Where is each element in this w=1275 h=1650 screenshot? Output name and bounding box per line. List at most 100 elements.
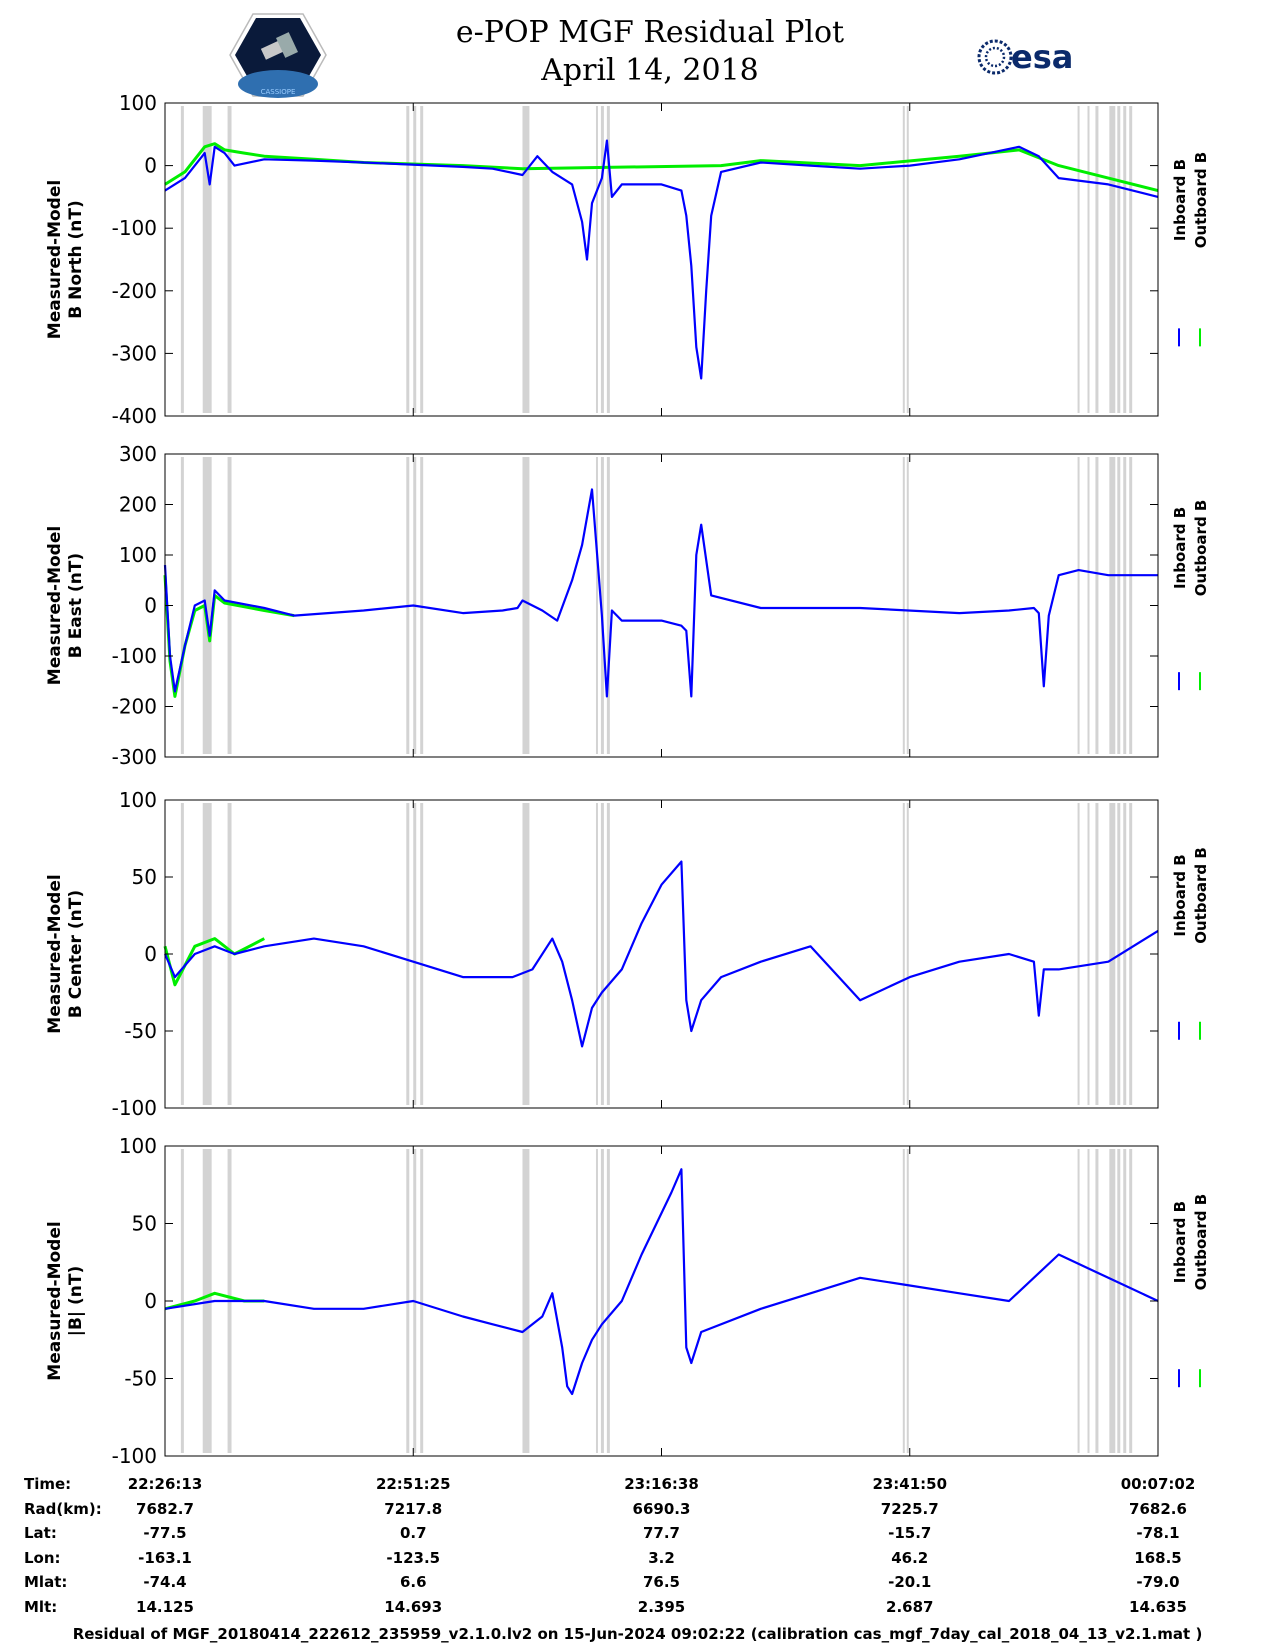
y-tick-label: -200 xyxy=(112,695,157,719)
y-tick-label: 300 xyxy=(119,442,157,466)
footer-cell: -163.1 xyxy=(138,1548,192,1567)
gap-band xyxy=(600,106,604,413)
gap-band xyxy=(1109,803,1116,1105)
y-tick-label: -50 xyxy=(124,1367,157,1391)
gap-band xyxy=(1077,106,1080,413)
gap-band xyxy=(413,803,417,1105)
footer-cell: 6690.3 xyxy=(632,1499,691,1518)
gap-band xyxy=(1087,457,1090,754)
footer-cell: 7225.7 xyxy=(880,1499,939,1518)
gap-band xyxy=(420,457,424,754)
y-axis-label-line: Measured-Model xyxy=(45,874,65,1033)
title-line-1: e-POP MGF Residual Plot xyxy=(455,15,845,50)
footer-cell: 46.2 xyxy=(891,1548,929,1567)
panel-4: 100 50 0 -50 -100 Measured-Model|B| (nT) Inboa… xyxy=(45,1134,1210,1468)
gap-band xyxy=(906,803,909,1105)
footer-cell: 7217.8 xyxy=(384,1499,443,1518)
gap-band xyxy=(1095,457,1099,754)
y-tick-label: -400 xyxy=(112,404,157,428)
footer-cell: -78.1 xyxy=(1136,1524,1180,1542)
footer-cell: 76.5 xyxy=(642,1573,680,1591)
footer-note: Residual of MGF_20180414_222612_235959_v… xyxy=(72,1625,1203,1643)
footer-row-label: Lat: xyxy=(24,1524,57,1542)
footer-cell: 14.635 xyxy=(1129,1597,1187,1616)
footer-cell: -79.0 xyxy=(1136,1573,1180,1591)
series-line-outboard xyxy=(164,142,1159,193)
x-tick-label: 00:07:02 xyxy=(1120,1475,1196,1493)
series-line-inboard xyxy=(164,1168,1159,1396)
gap-band xyxy=(1077,1149,1080,1453)
footer-row-label: Mlat: xyxy=(24,1573,68,1591)
gap-band xyxy=(522,803,530,1105)
gap-band xyxy=(906,106,909,413)
gap-band xyxy=(1087,106,1090,413)
gap-band xyxy=(227,106,232,413)
footer-cell: 3.2 xyxy=(648,1548,675,1567)
gap-band xyxy=(202,1149,212,1453)
gap-band xyxy=(180,803,184,1105)
y-axis-label-line: Measured-Model xyxy=(45,526,65,685)
footer-cell: 2.687 xyxy=(886,1597,934,1616)
gap-band xyxy=(1087,1149,1090,1453)
y-tick-label: 100 xyxy=(119,543,157,567)
y-tick-label: 0 xyxy=(144,1289,157,1313)
gap-band xyxy=(1095,106,1099,413)
gap-band xyxy=(522,106,530,413)
title-line-2: April 14, 2018 xyxy=(541,53,759,88)
gap-band xyxy=(1109,106,1116,413)
panel-3: 100 50 0 -50 -100 Measured-ModelB Center (nT)… xyxy=(45,788,1210,1120)
y-tick-label: 50 xyxy=(132,865,157,889)
footer-cell: 14.125 xyxy=(136,1597,194,1616)
y-tick-label: -300 xyxy=(112,745,157,769)
y-tick-label: 100 xyxy=(119,1134,157,1158)
legend-entry-label: Outboard B xyxy=(1192,500,1210,597)
gap-band xyxy=(1129,457,1133,754)
gap-band xyxy=(522,1149,530,1453)
series-line-inboard xyxy=(163,488,1158,698)
y-axis-label: Measured-Model|B| (nT) xyxy=(45,1221,86,1380)
gap-band xyxy=(906,457,909,754)
gap-band xyxy=(606,803,610,1105)
y-tick-label: -100 xyxy=(112,1096,157,1120)
y-tick-label: 200 xyxy=(119,493,157,517)
gap-band xyxy=(180,457,184,754)
gap-band xyxy=(595,457,598,754)
legend-entry-label: Inboard B xyxy=(1171,507,1189,589)
y-tick-label: 0 xyxy=(144,942,157,966)
gap-band xyxy=(1117,1149,1121,1453)
gap-band xyxy=(420,1149,424,1453)
footer-row-label: Rad(km): xyxy=(24,1499,102,1518)
gap-band xyxy=(600,803,604,1105)
x-tick-label: 23:41:50 xyxy=(872,1475,948,1493)
plot-frame xyxy=(164,453,1159,758)
y-tick-label: -100 xyxy=(112,1444,157,1468)
gap-band xyxy=(902,803,905,1105)
gap-band xyxy=(1123,457,1127,754)
y-tick-label: 50 xyxy=(132,1212,157,1236)
footer-cell: 168.5 xyxy=(1134,1548,1182,1567)
footer-cell: -74.4 xyxy=(143,1573,187,1591)
gap-band xyxy=(1077,803,1080,1105)
esa-logo: esa xyxy=(977,38,1073,76)
gap-band xyxy=(406,106,410,413)
gap-band xyxy=(1117,457,1121,754)
gap-band xyxy=(1129,106,1133,413)
gap-band xyxy=(606,1149,610,1453)
y-axis-label-line: B Center (nT) xyxy=(66,890,86,1018)
y-tick-label: 0 xyxy=(144,594,157,618)
footer-row-label: Time: xyxy=(24,1475,72,1493)
gap-band xyxy=(600,457,604,754)
gap-band xyxy=(902,106,905,413)
gap-band xyxy=(906,1149,909,1453)
panel-1: 100 0 -100 -200 -300 -400 Measured-ModelB Nort… xyxy=(45,91,1210,428)
gap-band xyxy=(1129,803,1133,1105)
gap-band xyxy=(180,1149,184,1453)
chart-title: e-POP MGF Residual Plot April 14, 2018 xyxy=(400,14,900,90)
y-tick-label: 100 xyxy=(119,788,157,812)
gap-band xyxy=(420,803,424,1105)
gap-band xyxy=(202,106,212,413)
series-line-inboard xyxy=(164,139,1159,380)
y-tick-label: -100 xyxy=(112,644,157,668)
gap-band xyxy=(595,1149,598,1453)
cassiope-logo-text: CASSIOPE xyxy=(261,88,296,96)
